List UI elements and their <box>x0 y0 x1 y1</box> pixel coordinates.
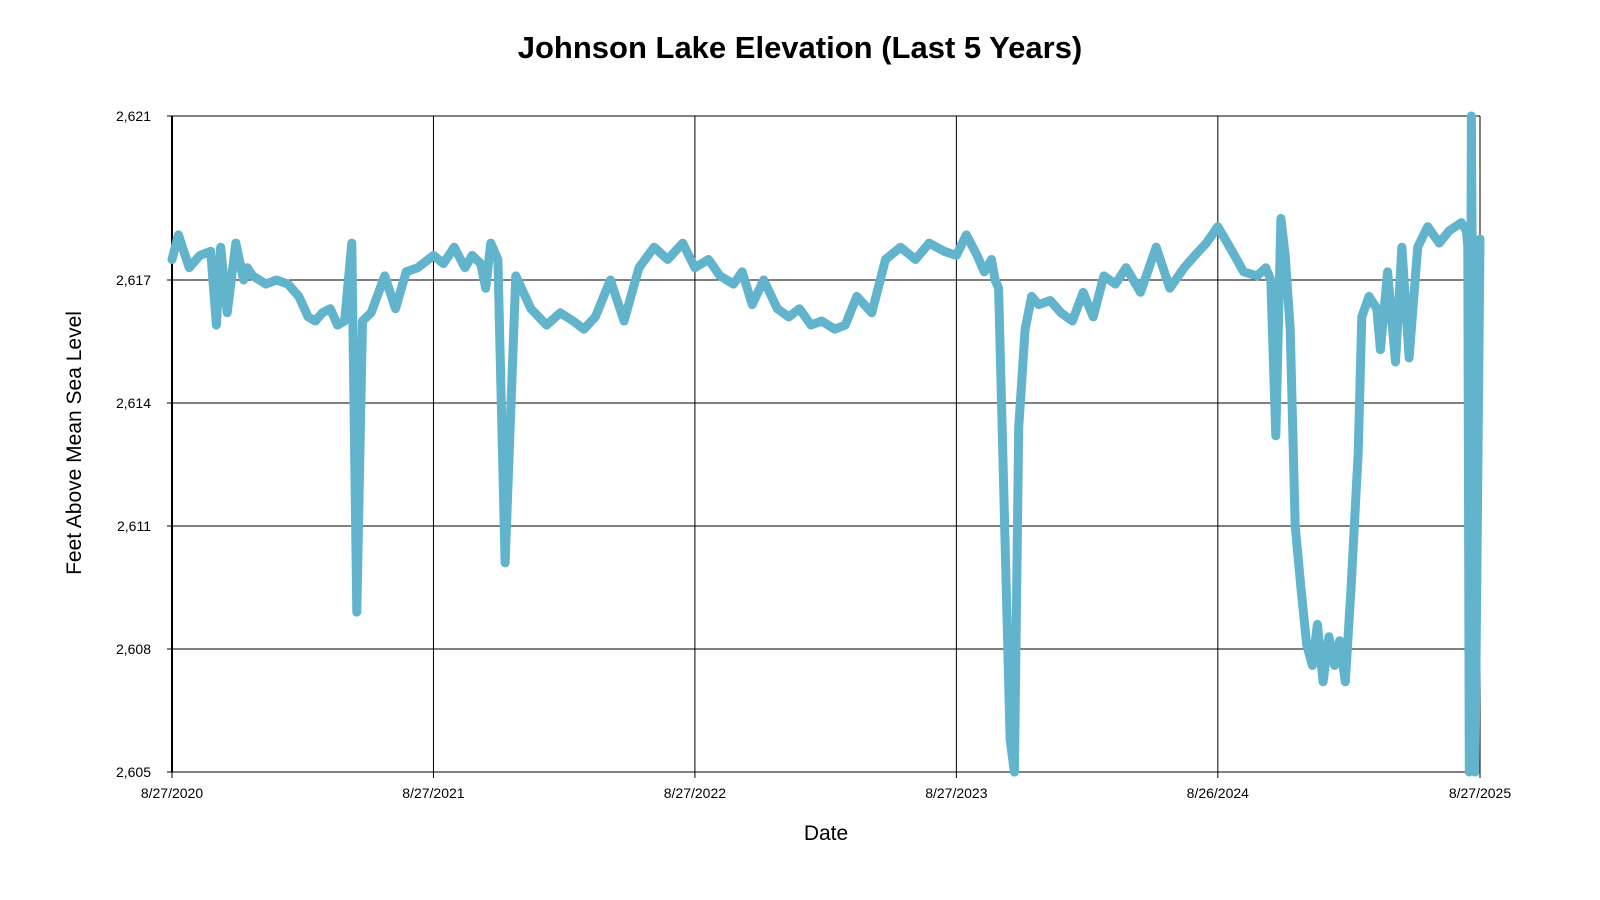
y-tick-label: 2,617 <box>116 272 151 288</box>
axes <box>167 115 1481 778</box>
x-tick-label: 8/27/2025 <box>1449 785 1511 801</box>
series-layer <box>167 111 1485 777</box>
series-line-elevation <box>167 111 1485 777</box>
x-tick-label: 8/27/2021 <box>402 785 464 801</box>
x-tick-label: 8/27/2020 <box>141 785 203 801</box>
chart-title: Johnson Lake Elevation (Last 5 Years) <box>517 30 1083 65</box>
y-tick-label: 2,621 <box>116 108 151 124</box>
y-tick-label: 2,608 <box>116 641 151 657</box>
x-axis-title: Date <box>804 822 848 845</box>
x-tick-label: 8/27/2022 <box>664 785 726 801</box>
x-tick-label: 8/26/2024 <box>1187 785 1249 801</box>
tick-labels: 2,605 2,608 2,611 2,614 2,617 2,621 8/27/2020 8… <box>116 108 1511 801</box>
y-tick-label: 2,605 <box>116 764 151 780</box>
x-tick-label: 8/27/2023 <box>925 785 987 801</box>
y-tick-label: 2,614 <box>116 395 151 411</box>
gridlines <box>171 115 1481 773</box>
y-tick-label: 2,611 <box>117 518 151 534</box>
y-axis-title: Feet Above Mean Sea Level <box>63 311 86 575</box>
